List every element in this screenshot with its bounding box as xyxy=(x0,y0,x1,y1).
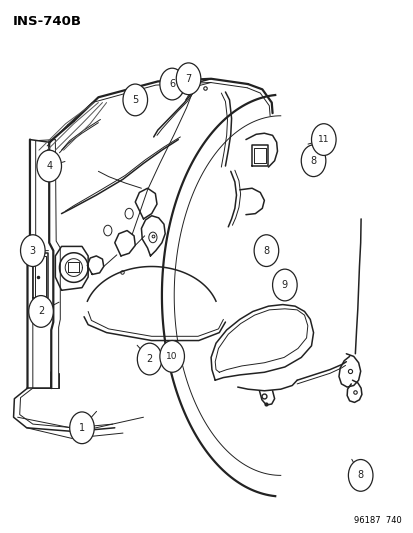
Text: 2: 2 xyxy=(146,354,152,364)
Text: 9: 9 xyxy=(281,280,287,290)
Text: 8: 8 xyxy=(310,156,316,166)
Circle shape xyxy=(159,68,184,100)
Text: 1: 1 xyxy=(79,423,85,433)
Circle shape xyxy=(69,412,94,443)
Text: 6: 6 xyxy=(169,79,175,89)
Circle shape xyxy=(21,235,45,266)
Circle shape xyxy=(137,343,161,375)
Text: 3: 3 xyxy=(30,246,36,256)
Circle shape xyxy=(37,150,62,182)
Circle shape xyxy=(301,145,325,176)
Text: 11: 11 xyxy=(317,135,329,144)
Circle shape xyxy=(176,63,200,95)
Circle shape xyxy=(254,235,278,266)
Circle shape xyxy=(311,124,335,156)
Text: 2: 2 xyxy=(38,306,44,317)
Circle shape xyxy=(28,296,53,327)
Circle shape xyxy=(123,84,147,116)
Text: 8: 8 xyxy=(357,471,363,480)
Circle shape xyxy=(348,459,372,491)
Text: 96187  740: 96187 740 xyxy=(353,515,401,524)
Text: 10: 10 xyxy=(166,352,178,361)
Circle shape xyxy=(159,341,184,372)
Text: 4: 4 xyxy=(46,161,52,171)
Text: 5: 5 xyxy=(132,95,138,105)
Circle shape xyxy=(272,269,297,301)
Text: 7: 7 xyxy=(185,74,191,84)
Text: 8: 8 xyxy=(263,246,269,256)
Text: INS-740B: INS-740B xyxy=(12,15,81,28)
